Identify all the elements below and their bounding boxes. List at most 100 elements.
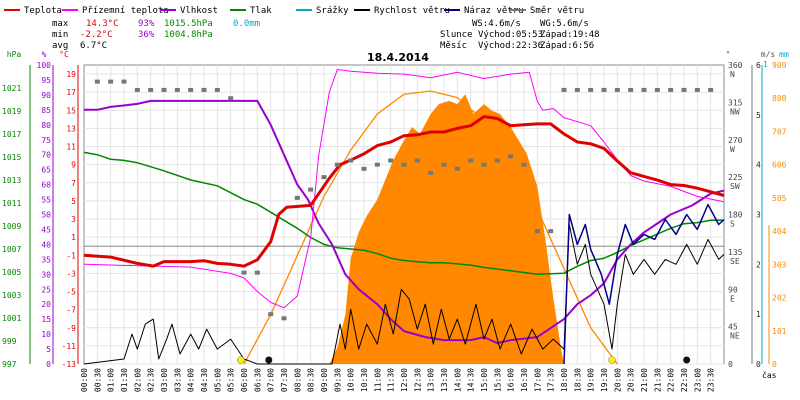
x-tick: 11:00 — [373, 368, 382, 392]
stat-moon-set: Západ:6:56 — [540, 41, 594, 51]
x-tick: 22:30 — [680, 368, 689, 392]
wm-tick: 606 — [772, 161, 787, 170]
wind-direction-point — [508, 154, 514, 159]
x-tick: 05:30 — [227, 368, 236, 392]
wind-direction-point — [668, 87, 674, 92]
hpa-tick: 1011 — [2, 199, 21, 208]
x-tick: 06:30 — [253, 368, 262, 392]
pct-tick: 60 — [41, 181, 51, 190]
x-tick: 20:00 — [613, 368, 622, 392]
dir-tick-label: NE — [730, 332, 740, 341]
x-tick: 13:00 — [427, 368, 436, 392]
temp-tick: 15 — [66, 106, 76, 115]
wind-direction-point — [401, 162, 407, 167]
pct-tick: 55 — [41, 196, 51, 205]
x-tick: 15:30 — [493, 368, 502, 392]
axes: hPa% °C ° m/s mm1021101910171015101310111009… — [2, 50, 789, 392]
dir-unit: ° — [726, 50, 731, 59]
wm-tick: 101 — [772, 327, 787, 336]
x-tick: 19:00 — [587, 368, 596, 392]
wind-direction-point — [561, 87, 567, 92]
ms-tick: 2 — [756, 260, 761, 269]
stat-avg-temp: 6.7°C — [80, 41, 107, 51]
x-tick: 08:00 — [293, 368, 302, 392]
wind-direction-point — [374, 162, 380, 167]
wm-tick: 303 — [772, 260, 787, 269]
wind-direction-point — [534, 229, 540, 234]
x-tick: 05:00 — [213, 368, 222, 392]
wind-direction-point — [254, 270, 260, 275]
wind-direction-point — [241, 270, 247, 275]
x-tick: 04:00 — [187, 368, 196, 392]
x-tick: 07:30 — [280, 368, 289, 392]
x-tick: 14:00 — [453, 368, 462, 392]
x-tick: 19:30 — [600, 368, 609, 392]
sun-marker — [608, 356, 616, 364]
chart-title: 18.4.2014 — [367, 51, 429, 64]
x-tick: 15:00 — [480, 368, 489, 392]
pct-tick: 90 — [41, 91, 51, 100]
wind-direction-point — [281, 316, 287, 321]
dir-tick: 315 — [728, 98, 743, 107]
x-tick: 16:30 — [520, 368, 529, 392]
moon-marker — [265, 356, 273, 364]
legend-label-4: Srážky — [316, 6, 349, 16]
wind-direction-point — [708, 87, 714, 92]
x-tick: 03:00 — [160, 368, 169, 392]
hpa-tick: 1017 — [2, 130, 21, 139]
pct-tick: 5 — [46, 345, 51, 354]
series-lines — [83, 69, 725, 365]
x-tick: 01:30 — [120, 368, 129, 392]
stat-min-label: min — [52, 30, 68, 40]
pct-tick: 100 — [37, 61, 52, 70]
x-tick: 06:00 — [240, 368, 249, 392]
hpa-tick: 1021 — [2, 84, 21, 93]
x-tick: 02:00 — [133, 368, 142, 392]
hpa-tick: 999 — [2, 337, 17, 346]
series-wind-speed — [83, 224, 725, 365]
pct-tick: 10 — [41, 330, 51, 339]
x-tick: 22:00 — [667, 368, 676, 392]
temp-tick: 3 — [71, 215, 76, 224]
x-tick: 07:00 — [267, 368, 276, 392]
stat-sun-rise: Východ:05:53 — [478, 30, 543, 40]
ms-unit: m/s — [761, 50, 776, 59]
temp-tick: 19 — [66, 70, 76, 79]
wind-direction-point — [94, 79, 100, 84]
wind-direction-point — [214, 87, 220, 92]
temp-tick: -5 — [66, 288, 76, 297]
pct-unit: % — [42, 50, 47, 59]
stat-wg: WG:5.6m/s — [540, 19, 589, 29]
temp-tick: 17 — [66, 88, 76, 97]
wind-direction-point — [108, 79, 114, 84]
wind-direction-point — [588, 87, 594, 92]
x-tick: 21:00 — [640, 368, 649, 392]
dir-tick-label: E — [730, 294, 735, 303]
ms-tick: 6 — [756, 61, 761, 70]
wm-tick: 404 — [772, 227, 787, 236]
stat-max-press: 1015.5hPa — [164, 19, 213, 29]
stats-panel: max 14.3°C 93% 1015.5hPa 0.0mm min -2.2°… — [52, 19, 600, 51]
stat-ws: WS:4.6m/s — [472, 19, 521, 29]
dir-tick: 0 — [728, 360, 733, 369]
pct-tick: 95 — [41, 76, 51, 85]
wind-direction-point — [681, 87, 687, 92]
wind-direction-point — [521, 162, 527, 167]
x-tick: 09:00 — [320, 368, 329, 392]
dir-tick: 135 — [728, 248, 743, 257]
temp-tick: -9 — [66, 324, 76, 333]
legend-label-1: Přízemní teplota — [82, 6, 169, 16]
legend-label-2: Vlhkost — [180, 6, 218, 16]
wind-direction-point — [361, 166, 367, 171]
legend-label-5: Rychlost větru — [374, 6, 450, 16]
temp-tick: 5 — [71, 197, 76, 206]
wm-tick: 909 — [772, 61, 787, 70]
wind-direction-point — [268, 312, 274, 317]
stat-moon-label: Měsíc — [440, 41, 467, 51]
stat-min-press: 1004.8hPa — [164, 30, 213, 40]
mm-unit: mm — [779, 50, 789, 59]
stat-min-temp: -2.2°C — [80, 30, 113, 40]
stat-max-hum: 93% — [138, 19, 155, 29]
sun-moon-markers — [237, 356, 691, 364]
